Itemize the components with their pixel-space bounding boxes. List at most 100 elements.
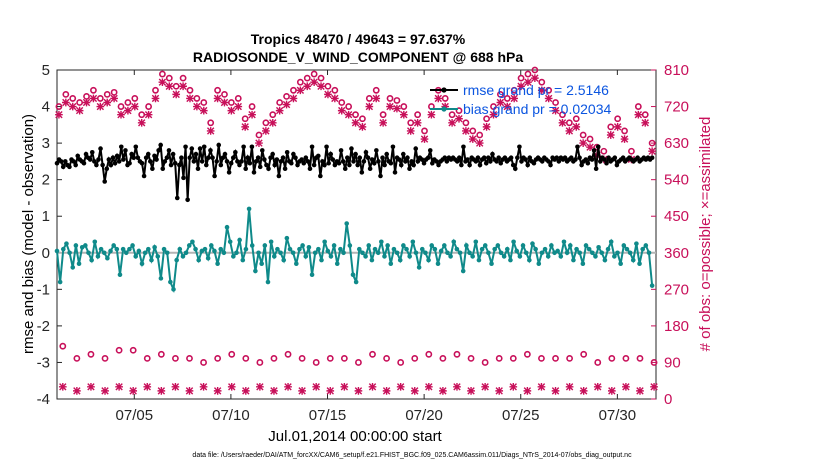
bias-marker — [549, 243, 554, 248]
obs-possible-low-marker — [481, 359, 489, 366]
legend-marker-0 — [441, 87, 447, 93]
rmse-marker — [123, 148, 128, 153]
rmse-marker — [477, 162, 483, 168]
x-tick-label: 07/10 — [212, 407, 250, 424]
obs-assimilated-marker — [393, 104, 401, 113]
bias-marker — [432, 246, 438, 252]
bias-marker — [542, 246, 548, 252]
rmse-marker — [353, 151, 358, 157]
obs-possible-marker — [455, 107, 463, 115]
rmse-marker — [444, 159, 450, 164]
rmse-marker — [284, 149, 290, 155]
legend: rmse grand pr = 2.5146 bias grand pr = 0.… — [430, 82, 611, 117]
bias-marker — [580, 261, 586, 267]
rmse-marker — [212, 173, 217, 179]
y-tick-label: -4 — [37, 391, 50, 408]
rmse-marker — [67, 164, 72, 170]
rmse-marker — [255, 155, 261, 161]
bias-marker — [249, 243, 255, 248]
rmse-marker — [539, 159, 545, 164]
rmse-marker — [548, 162, 553, 168]
obs-assimilated-low-marker — [354, 387, 363, 395]
obs-possible-low-marker — [622, 354, 630, 362]
rmse-marker — [579, 162, 584, 168]
rmse-marker — [239, 159, 244, 164]
obs-possible-marker — [407, 119, 415, 127]
bias-marker — [448, 254, 453, 259]
obs-possible-low-marker — [270, 354, 278, 362]
obs-assimilated-low-marker — [593, 382, 602, 391]
obs-possible-marker — [545, 86, 553, 94]
bias-marker — [350, 272, 356, 278]
bias-marker — [602, 257, 608, 263]
obs-possible-low-marker — [552, 354, 559, 362]
obs-possible-low-marker — [566, 354, 574, 362]
obs-possible-low-marker — [467, 354, 475, 362]
rmse-marker — [315, 153, 321, 159]
obs-assimilated-low-marker — [565, 382, 574, 391]
rmse-marker — [201, 144, 207, 150]
obs-assimilated-marker — [130, 102, 139, 111]
rmse-marker — [465, 157, 470, 162]
rmse-marker — [199, 159, 205, 164]
rmse-marker — [481, 155, 487, 161]
bias-marker — [83, 243, 88, 248]
rmse-marker — [330, 157, 336, 162]
bias-marker — [120, 246, 126, 252]
y2-tick-label: 630 — [664, 135, 689, 152]
rmse-marker — [170, 151, 176, 157]
rmse-marker — [96, 157, 101, 162]
rmse-marker — [403, 159, 408, 164]
rmse-marker — [135, 155, 141, 161]
obs-possible-marker — [572, 115, 580, 123]
obs-assimilated-low-marker — [523, 387, 532, 395]
bias-marker — [356, 246, 362, 252]
obs-assimilated-low-marker — [143, 382, 152, 391]
obs-assimilated-marker — [241, 123, 250, 131]
y-tick-label: 1 — [42, 208, 50, 225]
bias-marker — [155, 254, 161, 259]
bias-marker — [208, 243, 214, 248]
obs-assimilated-marker — [413, 118, 422, 127]
rmse-marker — [152, 153, 157, 159]
bias-marker — [423, 250, 428, 256]
obs-assimilated-marker — [103, 98, 112, 107]
bias-marker — [599, 250, 605, 256]
rmse-marker — [168, 162, 174, 168]
obs-possible-low-marker — [73, 354, 81, 362]
rmse-marker — [60, 164, 66, 170]
bias-marker — [177, 246, 183, 252]
rmse-marker — [106, 157, 112, 162]
obs-assimilated-marker — [565, 127, 574, 135]
obs-assimilated-marker — [61, 98, 70, 107]
obs-assimilated-marker — [372, 94, 381, 103]
bias-marker — [413, 250, 419, 256]
obs-possible-marker — [103, 90, 111, 98]
bias-marker — [117, 272, 123, 278]
bias-marker — [353, 279, 359, 285]
bias-marker — [369, 257, 375, 263]
obs-possible-marker — [359, 115, 366, 123]
obs-possible-low-marker — [453, 350, 461, 358]
y-tick-label: -2 — [37, 318, 50, 335]
bias-marker — [268, 239, 274, 245]
bias-marker — [193, 246, 198, 252]
bias-marker — [139, 261, 145, 267]
obs-assimilated-low-marker — [509, 382, 518, 391]
rmse-marker — [185, 197, 190, 203]
rmse-marker — [398, 162, 404, 168]
rmse-marker — [160, 166, 166, 171]
obs-assimilated-marker — [351, 118, 360, 127]
rmse-marker — [214, 159, 219, 164]
rmse-marker — [164, 155, 170, 161]
obs-assimilated-marker — [220, 98, 229, 107]
obs-possible-marker — [345, 103, 353, 110]
rmse-marker — [340, 159, 346, 164]
rmse-marker — [400, 151, 406, 157]
rmse-marker — [62, 159, 68, 164]
rmse-marker — [257, 164, 263, 170]
obs-possible-marker — [614, 115, 622, 123]
obs-assimilated-marker — [172, 90, 181, 99]
obs-possible-marker — [490, 103, 497, 110]
obs-possible-marker — [579, 131, 587, 139]
